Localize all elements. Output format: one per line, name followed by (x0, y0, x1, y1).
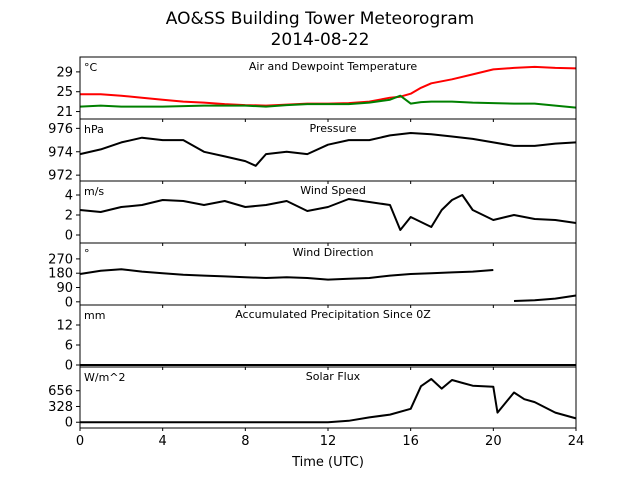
x-tick-label: 20 (485, 434, 502, 449)
panel-unit: W/m^2 (84, 371, 126, 384)
panel-unit: ° (84, 247, 90, 260)
y-tick-label: 974 (48, 145, 73, 160)
panel-unit: m/s (84, 185, 104, 198)
y-tick-label: 0 (65, 229, 73, 244)
x-axis-label: Time (UTC) (291, 455, 364, 470)
y-tick-label: 328 (48, 400, 73, 415)
y-tick-label: 0 (65, 416, 73, 431)
y-tick-label: 4 (65, 189, 73, 204)
y-tick-label: 270 (48, 252, 73, 267)
panel-title: Solar Flux (306, 370, 361, 383)
series-line-default (79, 268, 494, 281)
y-tick-label: 12 (56, 319, 73, 334)
chart-subtitle: 2014-08-22 (271, 30, 370, 50)
series-line-dewpoint (79, 94, 577, 109)
y-tick-label: 972 (48, 169, 73, 184)
chart-title: AO&SS Building Tower Meteorogram (166, 9, 474, 29)
panel-title: Wind Speed (300, 184, 366, 197)
x-tick-label: 4 (159, 434, 167, 449)
x-axis: 0 4 8 12 16 20 24 (76, 434, 584, 449)
y-tick-label: 6 (65, 339, 73, 354)
panel-title: Pressure (310, 122, 357, 135)
y-tick-label: 0 (65, 359, 73, 374)
y-tick-label: 976 (48, 122, 73, 137)
x-tick-label: 0 (76, 434, 84, 449)
y-tick-label: 21 (56, 105, 73, 120)
series-line-default (80, 378, 577, 424)
y-tick-label: 656 (48, 384, 73, 399)
x-tick-label: 16 (402, 434, 419, 449)
panel-unit: °C (84, 61, 98, 74)
y-tick-label: 2 (65, 209, 73, 224)
panel-2: 972 974 976 hPa Pressure (48, 118, 577, 184)
y-tick-label: 180 (48, 267, 73, 282)
y-tick-label: 90 (56, 281, 73, 296)
panel-5: 0 6 12 mm Accumulated Precipitation Since 0Z (56, 304, 577, 374)
panel-title: Accumulated Precipitation Since 0Z (235, 308, 431, 321)
panel-3: 0 2 4 m/s Wind Speed (65, 180, 577, 246)
panel-unit: mm (84, 309, 105, 322)
series-line-default (79, 132, 577, 167)
panel-title: Wind Direction (293, 246, 374, 259)
y-tick-label: 25 (56, 85, 73, 100)
x-tick-label: 8 (241, 434, 249, 449)
x-tick-label: 12 (320, 434, 337, 449)
series-line-default (513, 294, 577, 302)
x-tick-label: 24 (568, 434, 585, 449)
panel-unit: hPa (84, 123, 104, 136)
y-tick-label: 29 (56, 65, 73, 80)
y-tick-label: 0 (65, 295, 73, 310)
series-line-default (79, 194, 577, 231)
panel-1: 21 25 29 °C Air and Dewpoint Temperature (56, 56, 577, 122)
panel-title: Air and Dewpoint Temperature (249, 60, 417, 73)
